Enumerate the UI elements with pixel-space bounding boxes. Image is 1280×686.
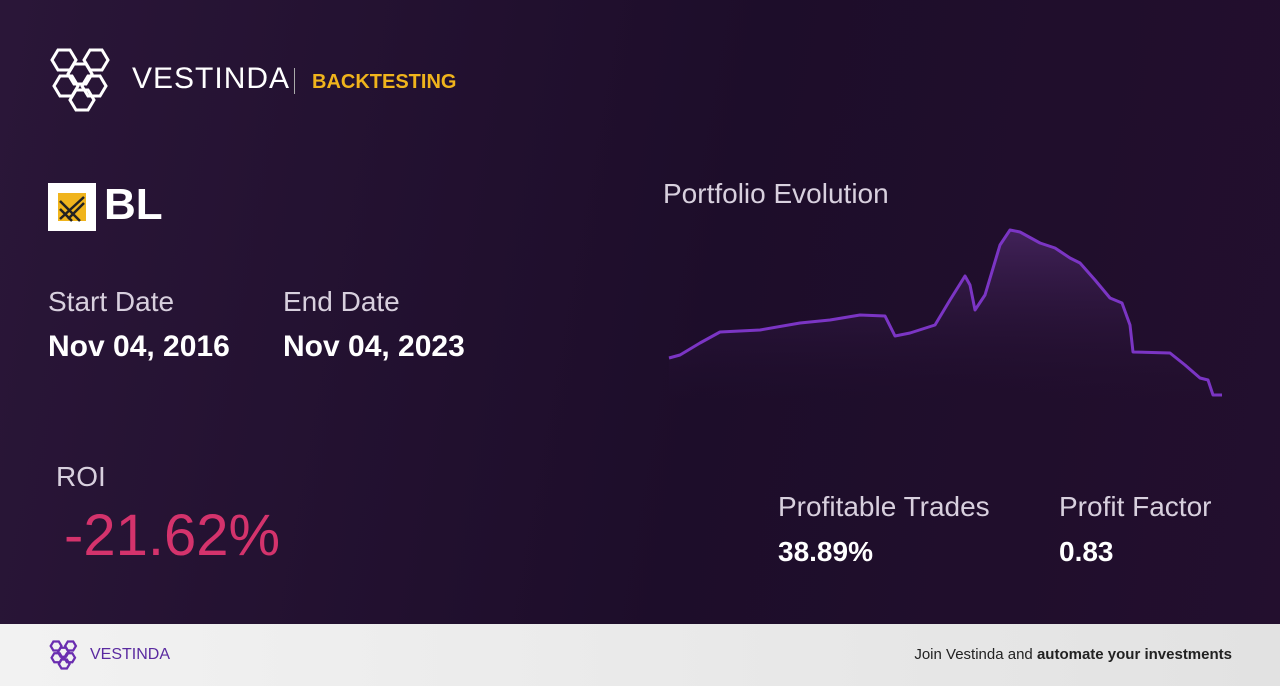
ticker-icon <box>48 183 96 231</box>
cta-bold: automate your investments <box>1036 646 1232 663</box>
ticker: BL <box>104 180 163 229</box>
cta-prefix: Join Vestinda and <box>914 646 1033 663</box>
roi: -21.62% <box>64 503 281 568</box>
roi-label: ROI <box>56 461 106 492</box>
end-date: Nov 04, 2023 <box>283 330 465 363</box>
start-date: Nov 04, 2016 <box>48 330 230 363</box>
profit-factor: 0.83 <box>1059 536 1114 567</box>
logo <box>50 48 110 112</box>
start-date-label: Start Date <box>48 286 175 317</box>
footer: VESTINDA Join Vestinda and automate your… <box>0 624 1280 686</box>
chart-title: Portfolio Evolution <box>663 178 889 209</box>
sparkline-area <box>669 230 1222 400</box>
profitable-trades-label: Profitable Trades <box>778 491 990 522</box>
profit-factor-label: Profit Factor <box>1059 491 1212 522</box>
ticker-icon-graphic <box>58 193 86 222</box>
footer-logo <box>49 640 78 670</box>
footer-brand: VESTINDA <box>90 646 171 663</box>
end-date-label: End Date <box>283 286 400 317</box>
profitable-trades: 38.89% <box>778 536 873 567</box>
section: BACKTESTING <box>312 71 457 93</box>
sparkline <box>668 228 1222 400</box>
footer-cta: Join Vestinda and automate your investme… <box>914 646 1232 663</box>
brand: VESTINDA <box>132 62 291 95</box>
sparkline-line <box>668 228 1222 397</box>
divider <box>294 68 295 94</box>
